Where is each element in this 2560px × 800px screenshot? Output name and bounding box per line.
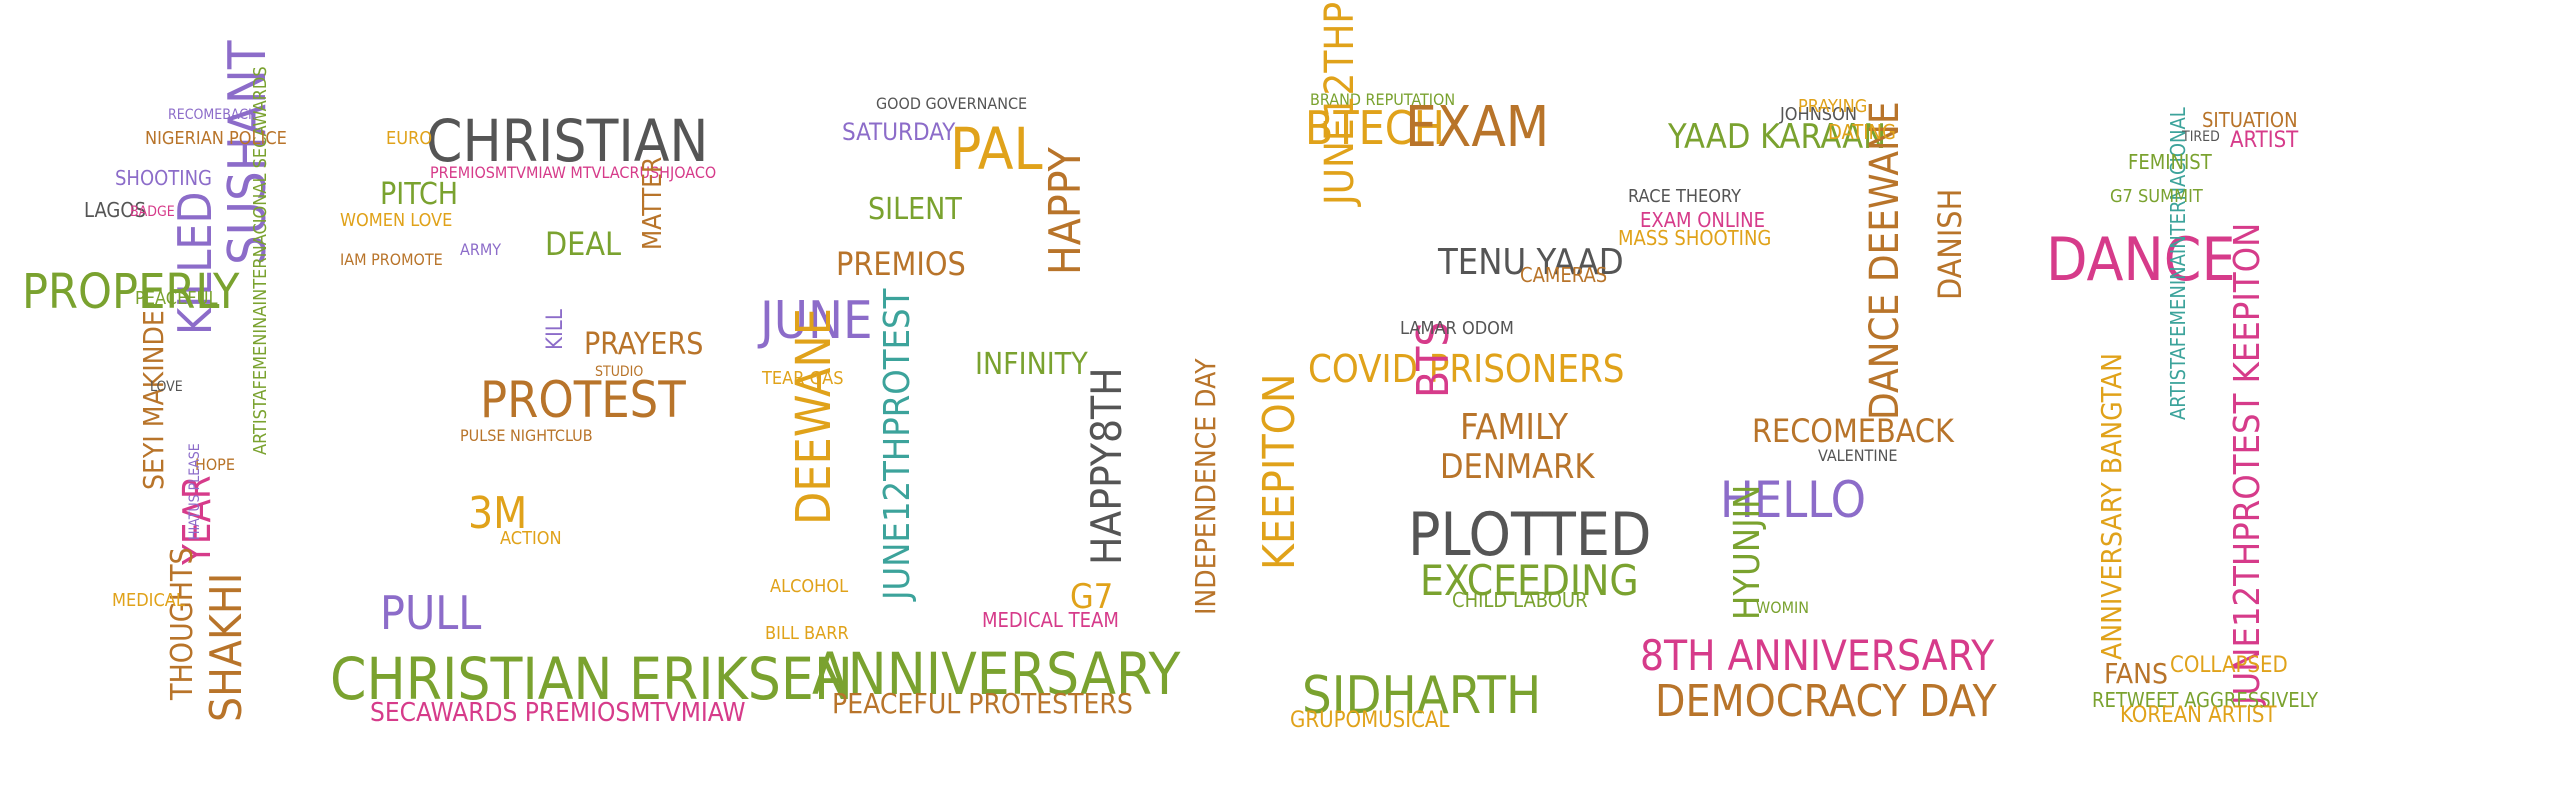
cloud-word: DANISH [1931,188,1969,300]
cloud-word: THOUGHTS [165,547,200,700]
cloud-word: ALCOHOL [770,576,849,597]
cloud-word: PRAYERS [584,327,704,362]
cloud-word: CAMERAS [1520,263,1608,287]
cloud-word: HELLO [1720,471,1866,529]
cloud-word: PROPERLY [22,264,240,320]
cloud-word: BILL BARR [765,623,849,644]
cloud-word: DANCE [2046,225,2236,295]
cloud-word: HIATUS PLEASE [187,443,203,540]
cloud-word: RACE THEORY [1628,186,1741,207]
cloud-word: WOMIN [1756,598,1809,617]
cloud-word: BADGE [130,204,175,220]
cloud-word: MEDICAL TEAM [982,608,1119,632]
cloud-word: ANNIVERSARY [812,640,1181,708]
cloud-word: IAM PROMOTE [340,250,443,269]
cloud-word: PRAYING [1798,96,1868,117]
cloud-word: PROTEST [480,371,686,429]
cloud-word: MATTER [638,156,668,250]
cloud-word: JUNE [760,291,873,351]
cloud-word: ACTION [500,528,562,549]
cloud-word: SEYI MAKINDE [137,310,170,490]
cloud-word: DEEWANE [786,307,842,525]
cloud-word: SHAKHI [201,572,252,722]
cloud-word: BRAND REPUTATION [1310,90,1456,109]
cloud-word: FAMILY [1460,407,1568,448]
cloud-word: HOPE [195,455,235,474]
cloud-word: PLOTTED [1408,500,1652,570]
cloud-word: RETWEET AGGRESSIVELY [2092,688,2318,712]
cloud-word: CHRISTIAN [426,107,709,175]
cloud-word: GOOD GOVERNANCE [876,94,1028,113]
cloud-word: EXAM ONLINE [1640,208,1765,232]
cloud-word: PEACEFUL PROTESTERS [832,687,1133,720]
cloud-word: PREMIOSMTVMIAW MTVLACRUSHJOACO [430,163,717,182]
cloud-word: RECOMEBACK [1752,412,1954,450]
cloud-word: 3M [468,488,528,539]
cloud-word: EXCEEDING [1420,556,1639,605]
cloud-word: KOREAN ARTIST [2120,703,2277,728]
cloud-word: GRUPOMUSICAL [1290,708,1450,733]
cloud-word: INFINITY [975,347,1088,382]
cloud-word: NIGERIAN POLICE [145,128,287,149]
cloud-word: ARMY [460,240,502,259]
cloud-word: HAPPY8TH [1082,367,1131,565]
cloud-word: STUDIO [595,364,644,380]
cloud-word: PITCH [380,177,459,212]
cloud-word: HAPPY [1040,147,1091,275]
cloud-word: ARTIST [2230,128,2299,153]
cloud-word: PAL [950,115,1043,183]
cloud-word: INDEPENDENCE DAY [1189,358,1222,615]
cloud-word: DANCE DEEWANE [1862,101,1908,420]
cloud-word: BTECH [1305,101,1445,155]
cloud-word: CHRISTIAN ERIKSEN [330,645,853,713]
cloud-word: CHILD LABOUR [1452,588,1588,612]
cloud-word: DATING [1828,120,1896,144]
cloud-word: PEACEFUL [135,288,218,309]
cloud-word: JUNE12THPROTEST KEEPITON [2227,222,2268,705]
cloud-word: ARTISTAFEMENINAINTERNACIONAL SECAWARDS [250,66,271,455]
cloud-word: VALENTINE [1818,446,1898,465]
cloud-word: G7 [1070,577,1114,617]
cloud-word: YAAD KARAAN [1668,117,1886,157]
cloud-word: FEMINIST [2128,150,2212,174]
cloud-word: KEEPITON [1254,373,1305,570]
cloud-word: ANNIVERSARY BANGTAN [2095,353,2128,660]
cloud-word: PULSE NIGHTCLUB [460,426,593,445]
cloud-word: COVID PRISONERS [1308,347,1625,391]
cloud-word: WOMEN LOVE [340,210,453,231]
cloud-word: LAGOS [84,198,146,222]
cloud-word: MEDICAL [112,590,185,611]
cloud-word: EXAM [1405,95,1550,160]
cloud-word: JOHNSON [1780,104,1857,125]
cloud-word: 8TH ANNIVERSARY [1640,631,1995,680]
cloud-word: EURO [386,128,433,149]
cloud-word: TIRED [2182,129,2220,145]
cloud-word: TEAR GAS [762,368,844,389]
cloud-word: LOVE [150,379,183,395]
cloud-word: G7 SUMMIT [2110,186,2203,207]
cloud-word: RECOMEBACK [168,107,257,123]
cloud-word: JUNE12THPROTEST [1317,0,1363,205]
cloud-word: SATURDAY [842,118,956,146]
cloud-word: SILENT [868,192,962,227]
cloud-word: DENMARK [1440,447,1595,487]
cloud-word: KILL [543,309,568,350]
cloud-word: SHOOTING [115,166,212,190]
cloud-word: DEAL [545,225,622,263]
cloud-word: MASS SHOOTING [1618,226,1772,250]
cloud-word: LAMAR ODOM [1400,318,1514,339]
cloud-word: COLLAPSED [2170,653,2288,678]
cloud-word: PULL [380,586,482,640]
cloud-word: TENU YAAD [1438,242,1624,283]
cloud-word: SIDHARTH [1302,666,1542,726]
cloud-word: JUNE12THPROTEST [877,288,918,600]
cloud-word: SECAWARDS PREMIOSMTVMIAW [370,698,746,728]
cloud-word: SITUATION [2202,108,2298,132]
cloud-word: DEMOCRACY DAY [1655,676,1997,727]
cloud-word: PREMIOS [836,245,966,283]
cloud-word: FANS [2104,657,2168,690]
